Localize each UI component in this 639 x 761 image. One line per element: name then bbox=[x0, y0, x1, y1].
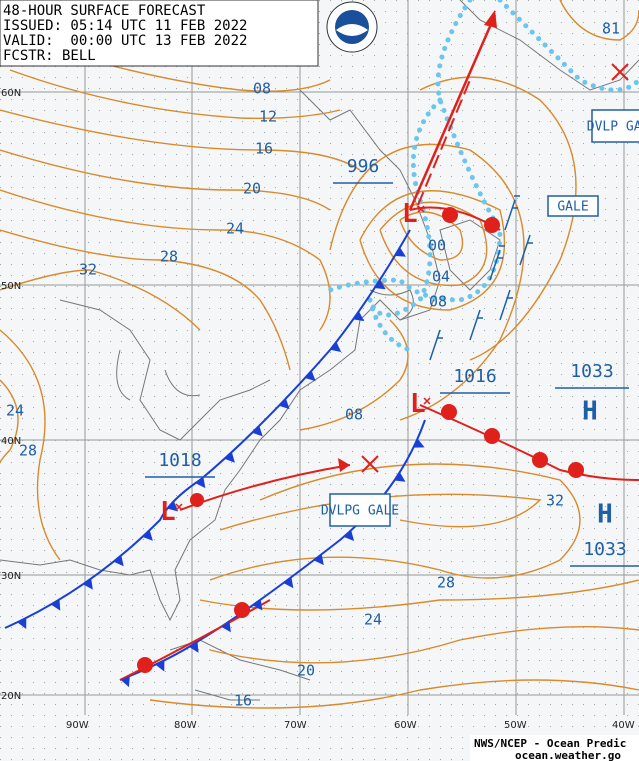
footer-box bbox=[470, 735, 639, 761]
front-triangle bbox=[278, 398, 290, 410]
lat-label: 50N bbox=[1, 281, 21, 292]
isobar-label: 08 bbox=[253, 80, 271, 98]
ice-edge bbox=[327, 0, 639, 353]
front-triangle bbox=[313, 554, 324, 566]
front-triangle bbox=[120, 675, 130, 688]
front-triangle bbox=[353, 311, 365, 322]
isobar-label: 16 bbox=[234, 692, 252, 710]
warning-label: DVLP GALE bbox=[587, 120, 639, 135]
lat-label: 30N bbox=[1, 571, 21, 582]
warnings: DVLP GALE GALE DVLPG GALE bbox=[321, 109, 639, 527]
lon-label: 50W bbox=[504, 720, 527, 731]
pressure-centers: 996 1016 1018 1033 1033 H H bbox=[145, 156, 639, 567]
front-triangle bbox=[17, 617, 27, 630]
isobar-label: 24 bbox=[226, 220, 244, 238]
front-triangle bbox=[394, 472, 406, 482]
pressure-center: 1016 bbox=[453, 366, 496, 387]
svg-text:L: L bbox=[160, 497, 176, 527]
lon-label: 60W bbox=[394, 720, 417, 731]
high-symbol: H bbox=[597, 500, 613, 530]
isobar-label: 28 bbox=[437, 574, 455, 592]
front-triangle bbox=[252, 599, 263, 611]
isobar-label: 24 bbox=[364, 611, 382, 629]
svg-text:L: L bbox=[410, 389, 426, 419]
header-box bbox=[0, 0, 319, 67]
lon-label: 90W bbox=[66, 720, 89, 731]
header-issued: ISSUED: 05:14 UTC 11 FEB 2022 bbox=[3, 18, 247, 34]
front-triangle bbox=[50, 599, 61, 611]
high-symbol: H bbox=[582, 397, 598, 427]
footer: NWS/NCEP - Ocean Predic ocean.weather.go bbox=[470, 735, 639, 761]
isobar-label: 00 bbox=[428, 237, 446, 255]
graticule bbox=[0, 0, 639, 715]
isobars bbox=[0, 0, 639, 709]
isobar-label: 16 bbox=[255, 140, 273, 158]
header-title: 48-HOUR SURFACE FORECAST bbox=[3, 3, 206, 19]
isobar-label: 28 bbox=[19, 442, 37, 460]
wind-barbs bbox=[429, 195, 533, 361]
isobar-label: 12 bbox=[259, 108, 277, 126]
isobar-label: 28 bbox=[160, 248, 178, 266]
isobar-label: 81 bbox=[602, 20, 620, 38]
fronts: L L L bbox=[4, 10, 639, 688]
header: 48-HOUR SURFACE FORECAST ISSUED: 05:14 U… bbox=[0, 0, 378, 67]
front-triangle bbox=[283, 577, 294, 589]
lat-label: 40N bbox=[1, 436, 21, 447]
front-triangle bbox=[142, 530, 153, 541]
lat-label: 20N bbox=[1, 691, 21, 702]
front-triangle bbox=[394, 247, 406, 257]
front-triangle bbox=[330, 341, 342, 352]
svg-text:L: L bbox=[402, 199, 418, 229]
isobar-label: 32 bbox=[79, 261, 97, 279]
front-triangle bbox=[343, 530, 355, 542]
isobar-label: 08 bbox=[345, 406, 363, 424]
front-triangle bbox=[374, 279, 386, 290]
warning-label: DVLPG GALE bbox=[321, 504, 399, 519]
lat-labels: 60N 50N 40N 30N 20N bbox=[1, 88, 21, 702]
front-triangle bbox=[167, 501, 179, 512]
warning-label: GALE bbox=[557, 200, 588, 215]
isobar-labels: 08 12 16 20 24 28 32 24 28 08 00 04 08 3… bbox=[6, 20, 620, 710]
header-forecaster: FCSTR: BELL bbox=[3, 48, 96, 64]
front-triangle bbox=[82, 578, 93, 590]
isobar-label: 04 bbox=[432, 268, 450, 286]
front-triangle bbox=[304, 370, 316, 382]
isobar-label: 20 bbox=[297, 662, 315, 680]
lat-label: 60N bbox=[1, 88, 21, 99]
pressure-center: 1018 bbox=[158, 450, 201, 471]
header-valid: VALID: 00:00 UTC 13 FEB 2022 bbox=[3, 33, 247, 49]
front-triangle bbox=[221, 621, 231, 633]
lon-label: 80W bbox=[174, 720, 197, 731]
lon-label: 70W bbox=[284, 720, 307, 731]
footer-url: ocean.weather.go bbox=[515, 749, 621, 761]
pressure-center: 996 bbox=[347, 156, 380, 177]
isobar-label: 24 bbox=[6, 402, 24, 420]
lon-labels: 90W 80W 70W 60W 50W 40W bbox=[66, 720, 635, 731]
front-triangle bbox=[413, 438, 425, 448]
isobar-label: 20 bbox=[243, 180, 261, 198]
pressure-center: 1033 bbox=[570, 361, 613, 382]
pressure-center: 1033 bbox=[583, 539, 626, 560]
front-triangle bbox=[188, 641, 199, 653]
isobar-label: 32 bbox=[546, 492, 564, 510]
front-triangle bbox=[113, 555, 124, 567]
front-triangle bbox=[252, 425, 263, 437]
lon-label: 40W bbox=[612, 720, 635, 731]
front-triangle bbox=[195, 477, 206, 489]
footer-agency: NWS/NCEP - Ocean Predic bbox=[474, 737, 626, 750]
isobar-label: 08 bbox=[429, 293, 447, 311]
front-triangle bbox=[155, 660, 165, 672]
front-triangle bbox=[224, 452, 235, 463]
